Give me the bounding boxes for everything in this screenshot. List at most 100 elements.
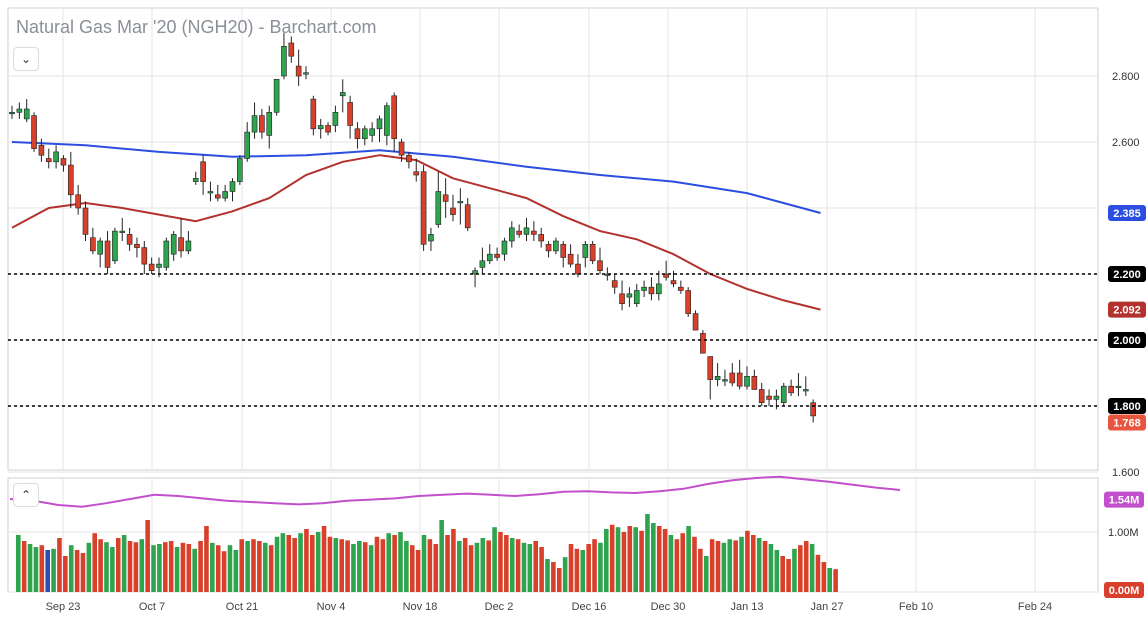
candle: [626, 287, 633, 307]
candle-body: [700, 333, 706, 354]
candle-body: [633, 290, 640, 304]
candle-body: [589, 244, 596, 262]
candle-body: [648, 286, 655, 295]
x-tick-label: Jan 27: [810, 601, 843, 613]
candle-body: [391, 95, 398, 140]
candle: [295, 49, 302, 86]
candle: [229, 178, 236, 202]
volume-ma-label-box: [1104, 491, 1144, 508]
volume-bar: [627, 526, 633, 592]
candle: [567, 244, 574, 268]
candle-body: [795, 385, 802, 389]
candle: [339, 79, 346, 113]
volume-bar: [457, 541, 462, 592]
volume-bar: [721, 542, 727, 592]
candle-body: [744, 375, 750, 387]
volume-bar: [280, 533, 286, 592]
volume-bar: [115, 538, 121, 592]
candle: [648, 277, 655, 301]
candle-body: [281, 45, 287, 77]
candle-body: [729, 372, 736, 384]
volume-bar: [562, 557, 568, 592]
candle-body: [170, 234, 177, 255]
candle-body: [16, 108, 23, 113]
candle-body: [457, 201, 464, 204]
volume-bar: [433, 544, 439, 592]
price-label-box: [1108, 301, 1146, 318]
volume-bar: [674, 539, 680, 592]
candle: [766, 389, 772, 406]
candle-body: [295, 65, 302, 77]
volume-bar: [215, 545, 221, 592]
candle-body: [685, 290, 692, 314]
volume-bar: [586, 544, 591, 592]
candle-body: [317, 125, 324, 130]
candle-body: [758, 389, 765, 403]
candle-body: [582, 244, 589, 258]
candle: [68, 151, 74, 208]
price-label: 1.768: [1108, 414, 1146, 431]
candle-body: [192, 178, 199, 182]
candle: [82, 201, 89, 241]
candle-body: [53, 151, 59, 163]
candle-body: [119, 230, 126, 233]
volume-bar: [110, 547, 115, 592]
volume-bar: [639, 530, 644, 592]
volume-bar: [751, 535, 756, 592]
volume-bar: [803, 541, 809, 592]
candle-body: [714, 375, 721, 380]
candle: [45, 148, 52, 169]
candle-body: [369, 128, 375, 136]
candle-body: [207, 191, 214, 194]
candle: [486, 244, 493, 265]
candle: [38, 138, 45, 162]
candle: [531, 221, 537, 241]
volume-bar: [604, 529, 609, 592]
volume-bar: [703, 556, 709, 592]
volume-bar: [551, 562, 556, 592]
candle-body: [406, 154, 412, 163]
candle: [523, 217, 530, 241]
candle-body: [141, 247, 148, 265]
volume-bar: [163, 542, 168, 592]
volume-bar: [427, 539, 433, 592]
volume-bar: [409, 545, 415, 592]
candle: [200, 155, 206, 195]
volume-bar: [315, 532, 321, 592]
candle-body: [450, 207, 456, 215]
candle: [501, 237, 508, 261]
candle-body: [339, 92, 346, 97]
price-panel-border: [7, 7, 1099, 471]
candle-body: [678, 286, 684, 291]
candle: [788, 379, 794, 397]
candle: [273, 79, 280, 116]
y-tick-label: 1.600: [1112, 467, 1140, 479]
volume-bar: [86, 542, 92, 592]
candle-body: [575, 263, 581, 275]
chevron-up-icon: ⌃: [20, 488, 32, 502]
chart-title: Natural Gas Mar '20 (NGH20) - Barchart.c…: [16, 17, 377, 37]
candle: [758, 382, 765, 406]
candle-body: [545, 244, 552, 252]
volume-zero-label: 0.00M: [1104, 582, 1144, 598]
candle: [464, 198, 471, 232]
candle: [90, 227, 96, 255]
candle: [508, 221, 515, 248]
candle: [722, 369, 728, 387]
candle: [9, 105, 15, 119]
candle: [119, 217, 126, 241]
volume-bar: [651, 523, 656, 592]
volume-panel-collapse-button[interactable]: ⌃: [13, 483, 39, 507]
volume-bar: [715, 541, 721, 592]
volume-bar: [745, 530, 750, 592]
candle-body: [354, 128, 361, 140]
candle: [163, 237, 170, 271]
candle-body: [68, 164, 74, 196]
candle: [325, 122, 331, 136]
candle: [795, 373, 802, 397]
volume-bar: [221, 551, 227, 592]
price-panel-collapse-button[interactable]: ⌄: [13, 47, 39, 71]
volume-bar: [668, 535, 674, 592]
candle: [582, 241, 589, 268]
